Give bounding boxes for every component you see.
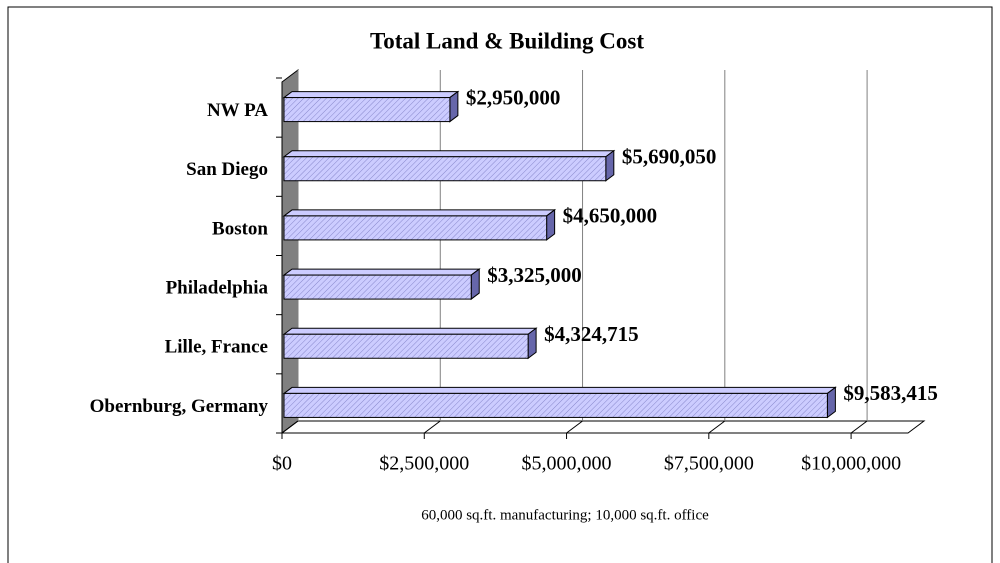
y-tick-label: Philadelphia (166, 277, 269, 298)
bar-top (282, 268, 481, 276)
bar-top (282, 91, 460, 99)
bar-top (282, 386, 837, 394)
x-tick-label: $0 (272, 453, 292, 475)
value-label: $4,650,000 (563, 204, 658, 228)
grid-line (850, 420, 868, 434)
floor (280, 420, 926, 434)
bar (283, 274, 472, 300)
value-label: $5,690,050 (622, 145, 717, 169)
grid-line (566, 420, 583, 434)
grid-line (708, 420, 726, 434)
bar (283, 156, 607, 182)
y-tick-label: Obernburg, Germany (90, 396, 269, 417)
bar-side (527, 327, 537, 360)
y-tick-label: Boston (212, 218, 268, 239)
bar (283, 392, 828, 418)
bar-side (605, 149, 615, 182)
grid-line (423, 420, 441, 434)
x-tick-label: $10,000,000 (801, 453, 901, 475)
bar-side (449, 90, 459, 123)
value-label: $2,950,000 (466, 85, 561, 109)
x-axis-title: 60,000 sq.ft. manufacturing; 10,000 sq.f… (421, 507, 709, 523)
bar (283, 97, 451, 123)
x-tick-label: $2,500,000 (379, 453, 469, 475)
y-tick-label: Lille, France (165, 337, 268, 358)
bar-side (470, 268, 480, 301)
back-wall (298, 70, 924, 421)
bar (283, 333, 529, 359)
bar-side (546, 208, 556, 241)
y-tick-label: NW PA (207, 100, 268, 121)
value-label: $9,583,415 (843, 381, 938, 405)
bar (283, 215, 548, 241)
x-tick-label: $5,000,000 (522, 453, 612, 475)
chart-title: Total Land & Building Cost (370, 28, 644, 53)
value-label: $3,325,000 (487, 263, 582, 287)
value-label: $4,324,715 (544, 322, 639, 346)
left-wall (281, 69, 299, 434)
grid-line (281, 420, 299, 434)
y-tick-label: San Diego (186, 159, 268, 180)
frame (7, 6, 993, 563)
bar-top (282, 150, 616, 158)
bar-top (282, 327, 538, 335)
bar-side (826, 386, 836, 419)
bar-top (282, 209, 557, 217)
x-tick-label: $7,500,000 (664, 453, 754, 475)
